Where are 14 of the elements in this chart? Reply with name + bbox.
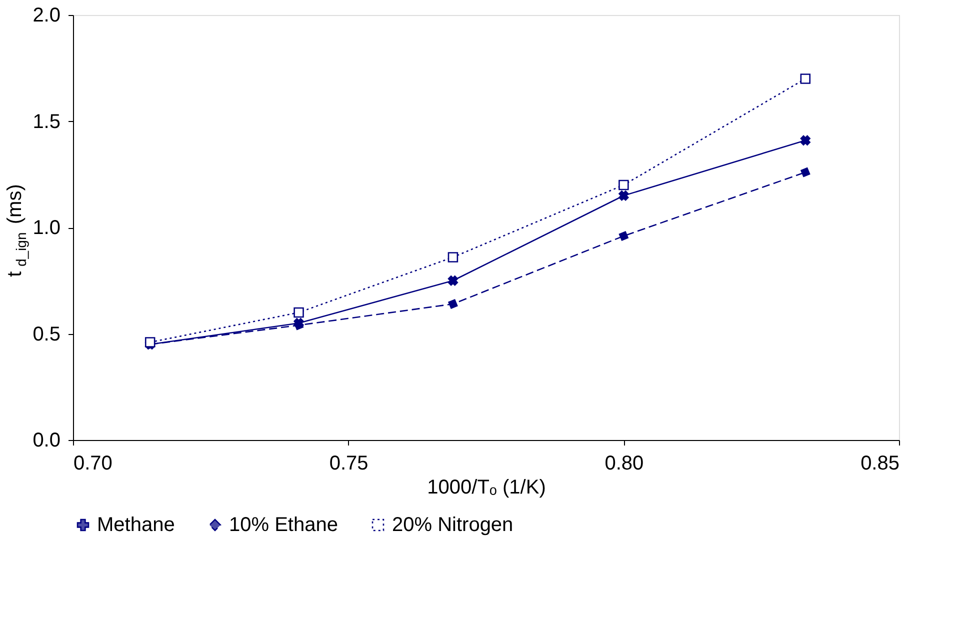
x-tick-label: 0.80 bbox=[604, 452, 644, 474]
x-tick-label: 0.75 bbox=[329, 452, 368, 474]
x-tick-label: 0.85 bbox=[860, 452, 900, 474]
y-tick-label: 1.0 bbox=[32, 217, 60, 239]
y-tick-label: 1.5 bbox=[32, 110, 60, 133]
y-tick-label: 0.0 bbox=[32, 430, 60, 452]
x-axis-title: 1000/Tₒ (1/K) bbox=[427, 476, 546, 498]
y-tick-label: 0.5 bbox=[32, 323, 60, 346]
legend-label: Methane bbox=[97, 514, 175, 536]
legend-label: 20% Nitrogen bbox=[392, 514, 514, 536]
y-axis-title: td_ign (ms) bbox=[4, 184, 29, 277]
legend-label: 10% Ethane bbox=[229, 514, 338, 536]
x-tick-label: 0.70 bbox=[74, 452, 112, 474]
y-tick-label: 2.0 bbox=[32, 4, 60, 26]
